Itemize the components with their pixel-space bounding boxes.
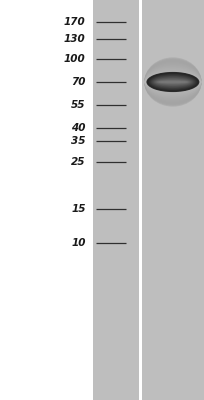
Ellipse shape bbox=[158, 81, 188, 83]
Ellipse shape bbox=[144, 58, 202, 106]
Text: 55: 55 bbox=[71, 100, 86, 110]
Ellipse shape bbox=[149, 74, 197, 90]
Text: 70: 70 bbox=[71, 77, 86, 87]
Ellipse shape bbox=[144, 76, 202, 88]
Ellipse shape bbox=[150, 75, 196, 89]
Ellipse shape bbox=[144, 66, 202, 98]
Text: 130: 130 bbox=[64, 34, 86, 44]
Ellipse shape bbox=[151, 75, 195, 89]
Text: 40: 40 bbox=[71, 123, 86, 133]
Ellipse shape bbox=[159, 81, 187, 83]
Ellipse shape bbox=[144, 66, 202, 98]
Ellipse shape bbox=[144, 64, 202, 100]
Ellipse shape bbox=[144, 68, 202, 96]
Ellipse shape bbox=[153, 77, 193, 87]
Ellipse shape bbox=[144, 76, 202, 88]
Text: 35: 35 bbox=[71, 136, 86, 146]
Ellipse shape bbox=[144, 61, 202, 103]
Ellipse shape bbox=[144, 60, 202, 104]
Ellipse shape bbox=[155, 79, 191, 85]
Ellipse shape bbox=[152, 76, 194, 88]
Ellipse shape bbox=[144, 72, 202, 92]
Ellipse shape bbox=[157, 80, 189, 84]
Text: 100: 100 bbox=[64, 54, 86, 64]
Ellipse shape bbox=[144, 72, 202, 92]
Text: 10: 10 bbox=[71, 238, 86, 248]
Text: 170: 170 bbox=[64, 17, 86, 27]
Ellipse shape bbox=[144, 59, 202, 105]
Ellipse shape bbox=[144, 70, 202, 94]
Ellipse shape bbox=[154, 78, 191, 86]
Ellipse shape bbox=[144, 62, 202, 102]
Text: 15: 15 bbox=[71, 204, 86, 214]
Text: 25: 25 bbox=[71, 157, 86, 167]
Ellipse shape bbox=[144, 70, 202, 94]
Ellipse shape bbox=[147, 72, 198, 92]
Ellipse shape bbox=[144, 68, 202, 96]
Ellipse shape bbox=[144, 57, 202, 107]
Ellipse shape bbox=[144, 74, 202, 90]
Bar bbox=[142, 0, 204, 400]
Ellipse shape bbox=[153, 77, 192, 87]
Ellipse shape bbox=[144, 64, 202, 100]
Ellipse shape bbox=[148, 73, 198, 91]
Bar bbox=[93, 0, 139, 400]
Ellipse shape bbox=[156, 79, 190, 85]
Ellipse shape bbox=[144, 74, 202, 90]
Ellipse shape bbox=[146, 72, 199, 92]
